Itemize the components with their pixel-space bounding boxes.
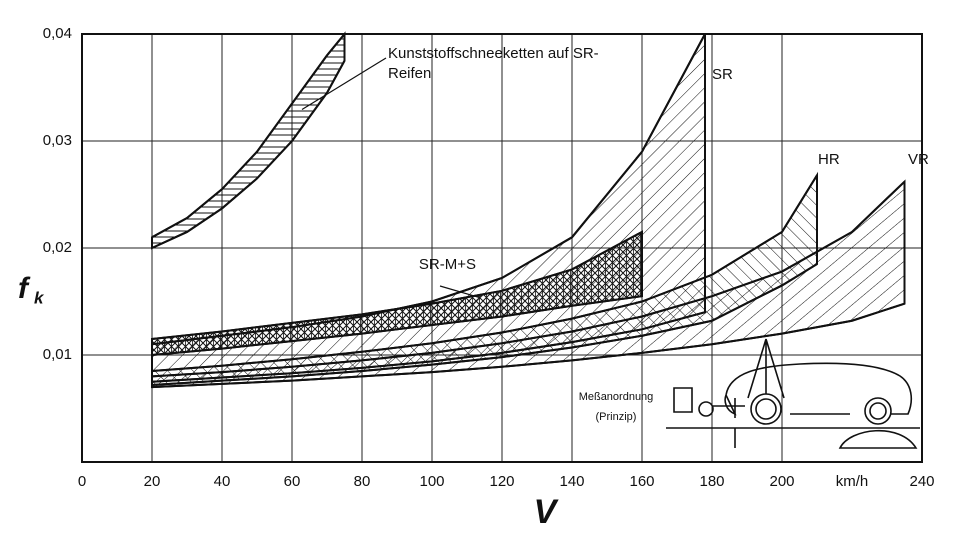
x-tick-label: 80: [354, 473, 371, 490]
band-upper: [151, 231, 643, 340]
y-tick-label: 0,01: [43, 346, 72, 363]
leader-line: [301, 57, 387, 111]
y-axis-label: f: [18, 272, 31, 305]
x-tick-label: 240: [909, 473, 934, 490]
plot-frame: [81, 33, 923, 463]
x-tick-label: km/h: [836, 473, 869, 490]
inset-label: Meßanordnung: [579, 391, 654, 403]
x-tick-label: 40: [214, 473, 231, 490]
x-tick-label: 120: [489, 473, 514, 490]
x-tick-label: 0: [78, 473, 86, 490]
band-label: SR: [712, 66, 733, 83]
bands: [151, 31, 906, 389]
x-tick-label: 160: [629, 473, 654, 490]
band-upper: [151, 180, 906, 378]
band-label: SR-M+S: [419, 256, 476, 273]
band-label: Kunststoffschneeketten auf SR-Reifen: [388, 45, 599, 82]
x-tick-label: 140: [559, 473, 584, 490]
y-tick-label: 0,04: [43, 25, 72, 42]
x-tick-label: 60: [284, 473, 301, 490]
y-axis-label-sub: k: [34, 288, 45, 307]
leader-line: [439, 285, 481, 299]
y-tick-label: 0,03: [43, 132, 72, 149]
x-tick-label: 20: [144, 473, 161, 490]
x-tick-label: 200: [769, 473, 794, 490]
band-label: HR: [818, 151, 840, 168]
band-label: VR: [908, 151, 929, 168]
band-lower: [151, 60, 346, 249]
inset-label: (Prinzip): [596, 411, 637, 423]
y-tick-label: 0,02: [43, 239, 72, 256]
x-tick-label: 100: [419, 473, 444, 490]
x-axis-label: V: [534, 493, 560, 531]
inset-drawing: [666, 338, 920, 449]
band-upper: [151, 174, 818, 373]
band-lower: [151, 295, 643, 356]
band-upper: [151, 33, 346, 239]
band-lower: [151, 302, 905, 389]
x-tick-label: 180: [699, 473, 724, 490]
